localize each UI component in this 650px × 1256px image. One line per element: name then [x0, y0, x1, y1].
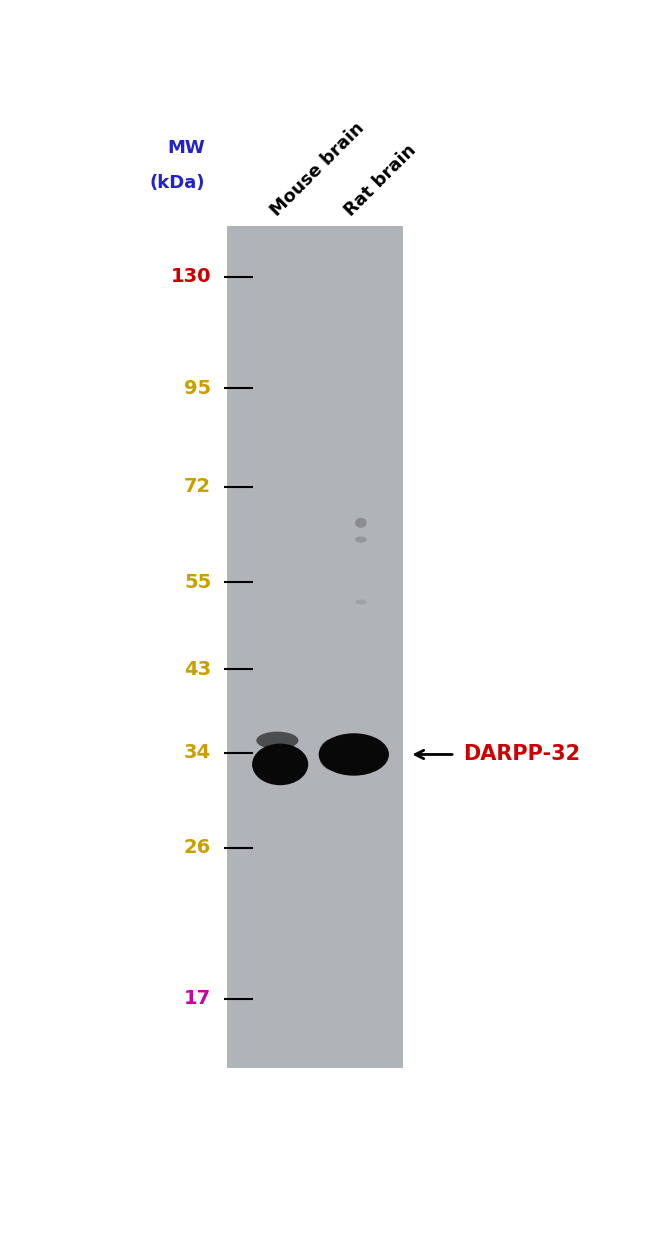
Text: 55: 55 — [184, 573, 211, 592]
Ellipse shape — [256, 732, 298, 750]
Text: Mouse brain: Mouse brain — [267, 119, 369, 220]
Text: MW: MW — [167, 139, 205, 157]
Ellipse shape — [355, 599, 367, 604]
Ellipse shape — [252, 744, 308, 785]
Ellipse shape — [318, 734, 389, 776]
Text: 17: 17 — [184, 990, 211, 1009]
Text: 72: 72 — [184, 477, 211, 496]
Ellipse shape — [318, 739, 347, 770]
Text: 95: 95 — [184, 378, 211, 398]
Ellipse shape — [355, 517, 367, 528]
Ellipse shape — [355, 536, 367, 543]
Bar — [227, 226, 403, 1068]
Text: 26: 26 — [184, 839, 211, 858]
Text: 130: 130 — [171, 268, 211, 286]
Text: Rat brain: Rat brain — [341, 141, 420, 220]
Text: 43: 43 — [184, 659, 211, 679]
Text: DARPP-32: DARPP-32 — [463, 745, 580, 765]
Text: (kDa): (kDa) — [150, 175, 205, 192]
Text: 34: 34 — [184, 744, 211, 762]
